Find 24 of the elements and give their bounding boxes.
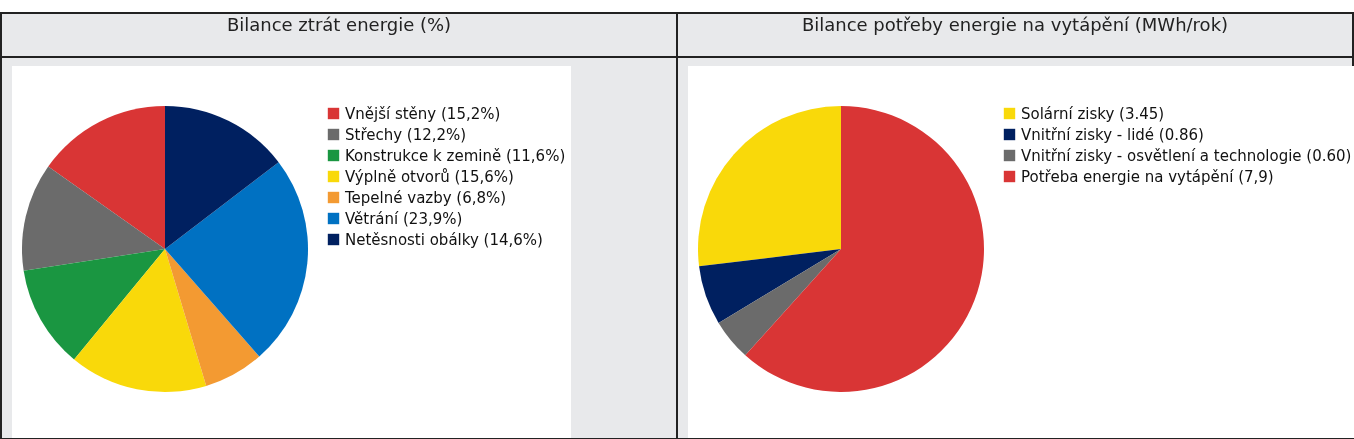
chart-title: Bilance ztrát energie (%) xyxy=(1,13,677,57)
pie-slice xyxy=(165,162,308,357)
legend-label: Vnitřní zisky - osvětlení a technologie (0.60) xyxy=(1021,146,1352,165)
legend-label: Tepelné vazby (6,8%) xyxy=(344,188,507,207)
legend-label: Vnější stěny (15,2%) xyxy=(345,104,501,123)
legend-label: Střechy (12,2%) xyxy=(345,125,467,144)
pie-slice xyxy=(718,249,841,356)
pie-slice xyxy=(698,106,841,267)
legend-label: Potřeba energie na vytápění (7,9) xyxy=(1021,167,1274,186)
pie-slice xyxy=(48,106,165,249)
legend-label: Větrání (23,9%) xyxy=(345,209,463,228)
legend-label: Konstrukce k zemině (11,6%) xyxy=(345,146,566,165)
legend-label: Výplně otvorů (15,6%) xyxy=(345,167,514,186)
pie-slice xyxy=(165,249,260,386)
pie-slice xyxy=(745,106,984,392)
pie-slice xyxy=(74,249,207,392)
pie-slice xyxy=(165,106,279,249)
legend-label: Solární zisky (3.45) xyxy=(1021,104,1165,123)
pie-slice xyxy=(22,166,165,271)
legend-label: Vnitřní zisky - lidé (0.86) xyxy=(1021,125,1204,144)
pie-slice xyxy=(699,249,841,323)
legend-label: Netěsnosti obálky (14,6%) xyxy=(345,230,543,249)
pie-slice xyxy=(23,249,165,360)
chart-title: Bilance potřeby energie na vytápění (MWh/rok) xyxy=(677,13,1353,57)
